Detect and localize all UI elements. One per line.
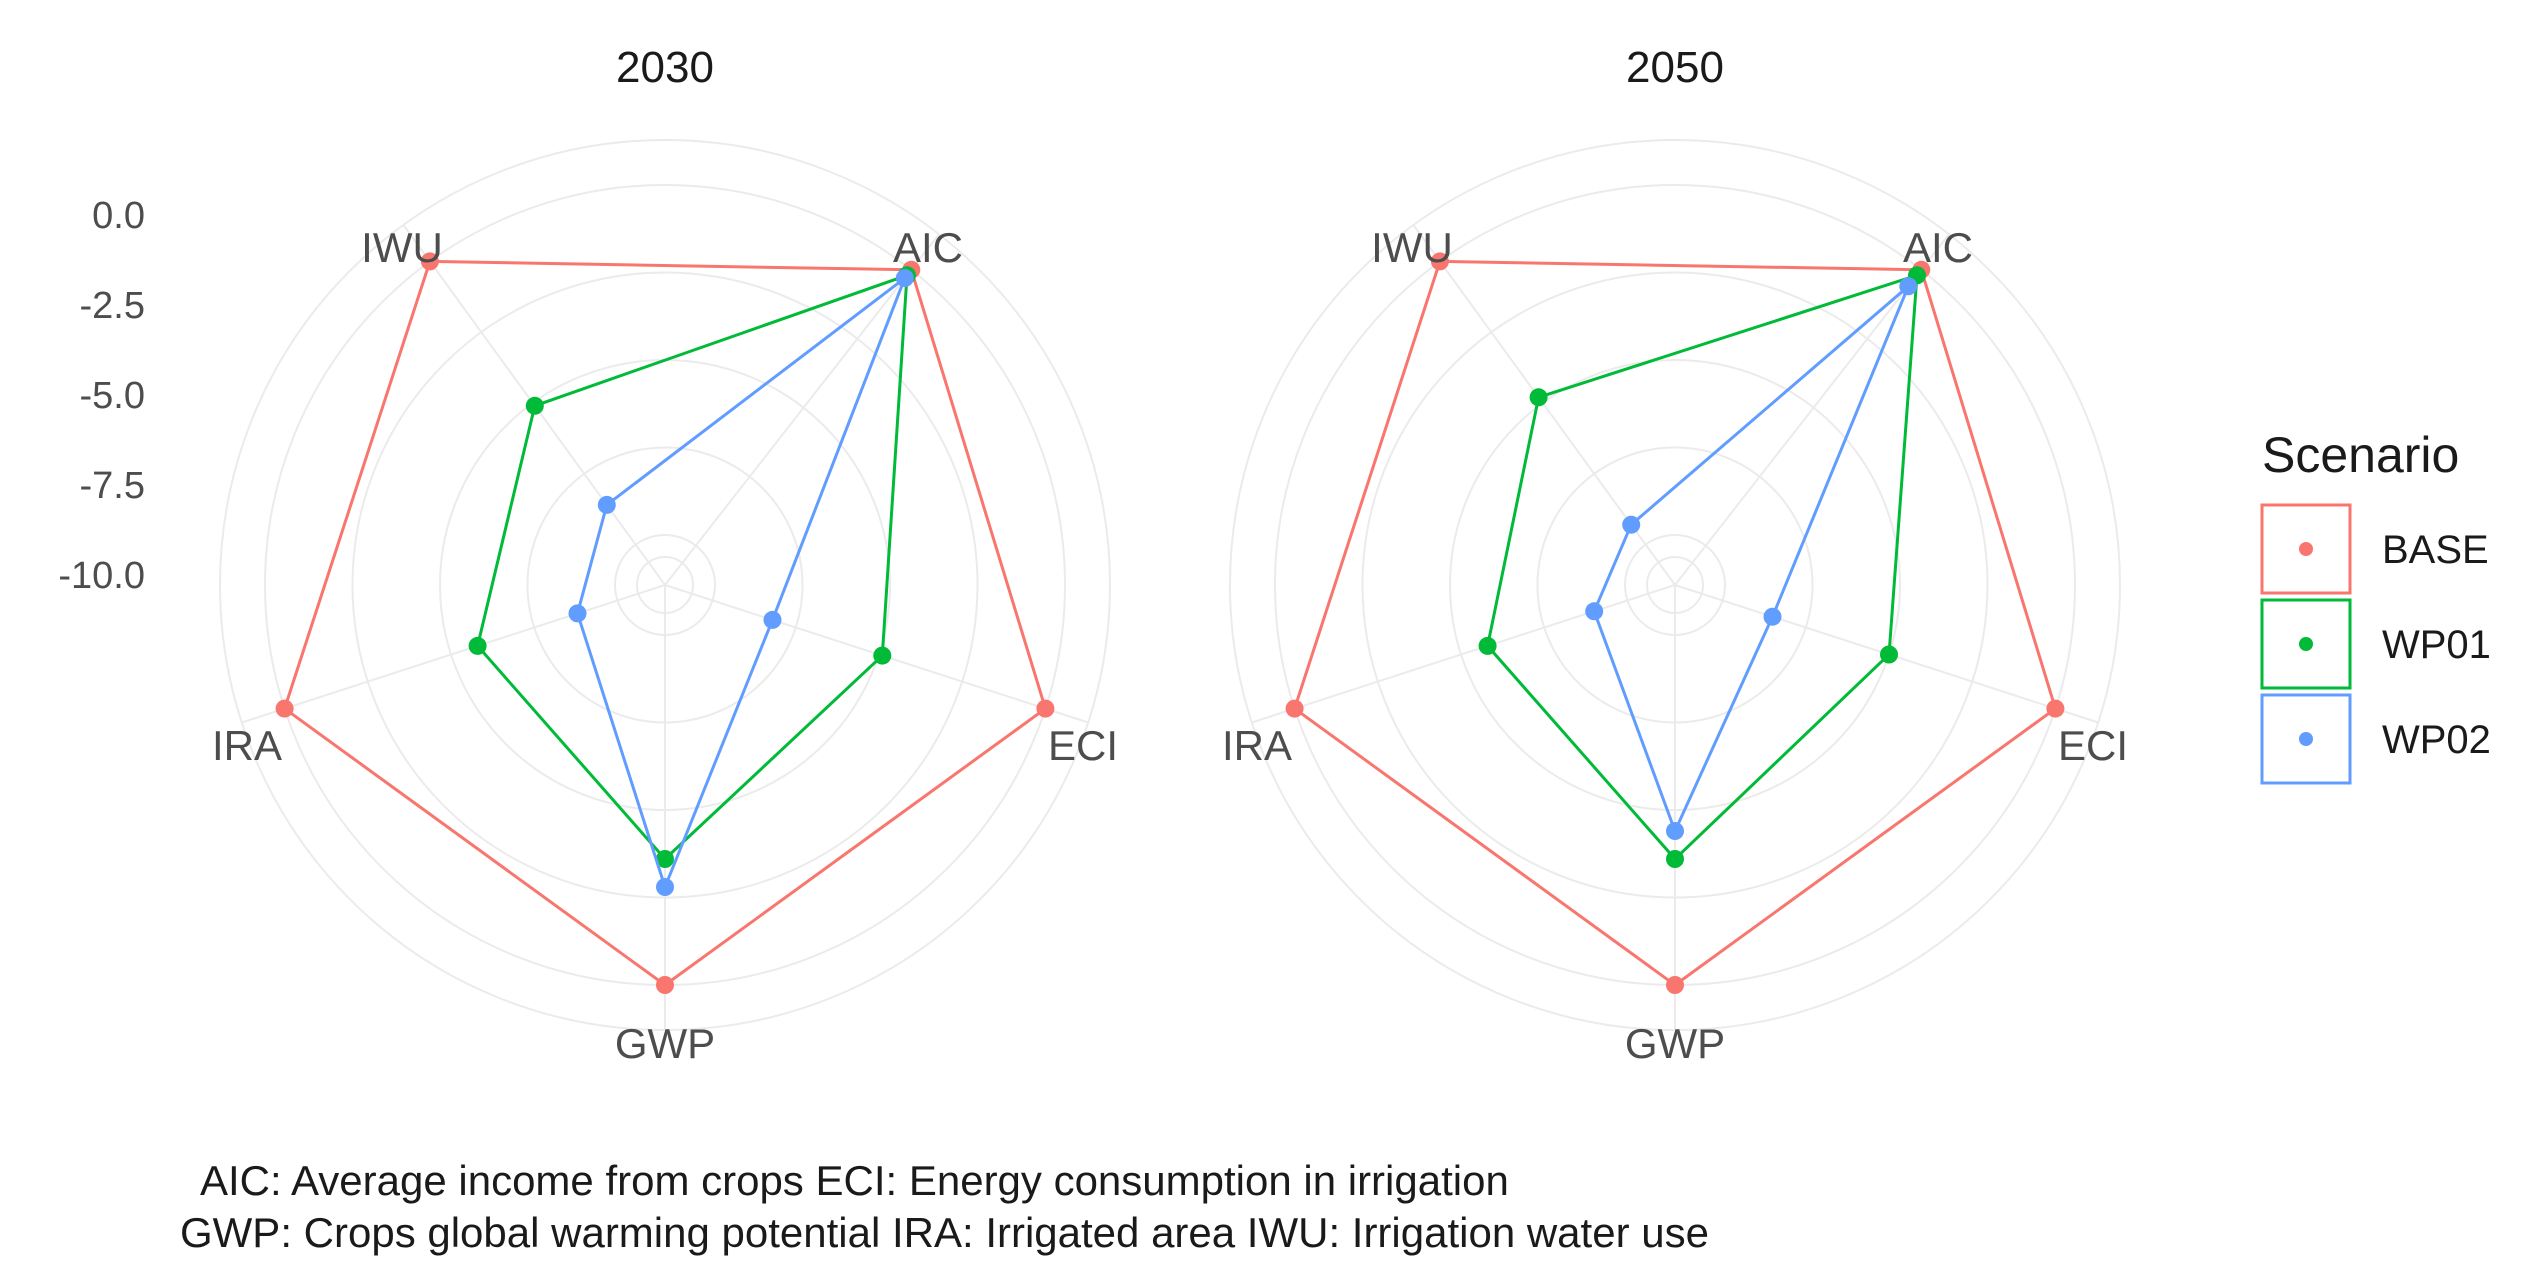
axis-label-ira: IRA — [212, 722, 282, 769]
legend-marker-wp01 — [2299, 637, 2313, 651]
r-tick-label: 0.0 — [92, 195, 145, 237]
caption: AIC: Average income from crops ECI: Ener… — [180, 1157, 1709, 1256]
r-tick-label: -2.5 — [80, 285, 145, 327]
data-point-wp02[interactable] — [1899, 277, 1918, 296]
axis-label-gwp: GWP — [1625, 1020, 1725, 1067]
legend-marker-base — [2299, 542, 2313, 556]
axis-label-iwu: IWU — [361, 224, 443, 271]
grid-spoke — [241, 584, 666, 724]
legend-title: Scenario — [2262, 427, 2459, 483]
data-point-base[interactable] — [1285, 699, 1304, 718]
radar-grid — [1229, 139, 2121, 1031]
legend-item-wp01[interactable]: WP01 — [2260, 598, 2491, 690]
axis-label-eci: ECI — [1048, 722, 1118, 769]
grid-spoke — [1251, 584, 1676, 724]
radar-panel-2050: 2050 AIC ECI GWP IRA IWU — [1222, 43, 2128, 1067]
series-line-base — [1292, 259, 2058, 987]
radar-series — [1285, 252, 2065, 994]
r-tick-label: -5.0 — [80, 375, 145, 417]
series-line-wp02 — [1592, 285, 1910, 835]
series-line-base — [282, 259, 1048, 987]
data-point-wp02[interactable] — [763, 610, 782, 629]
legend-label-base: BASE — [2382, 528, 2489, 572]
data-point-wp02[interactable] — [656, 878, 674, 896]
radar-grid — [219, 139, 1111, 1031]
data-point-base[interactable] — [2046, 699, 2065, 718]
data-point-base[interactable] — [1430, 252, 1449, 271]
data-point-wp01[interactable] — [1529, 388, 1548, 407]
axis-label-iwu: IWU — [1371, 224, 1453, 271]
legend-marker-wp02 — [2299, 732, 2313, 746]
grid-spoke — [664, 233, 940, 586]
radar-panel-2030: 2030 AIC ECI GWP IRA IWU — [212, 43, 1118, 1067]
r-tick-label: -10.0 — [58, 555, 145, 597]
panel-title: 2030 — [616, 43, 714, 92]
axis-labels: AIC ECI GWP IRA IWU — [212, 224, 1118, 1067]
axis-label-ira: IRA — [1222, 722, 1292, 769]
data-point-base[interactable] — [1666, 976, 1684, 994]
radar-series — [275, 252, 1055, 994]
data-point-wp01[interactable] — [468, 636, 487, 655]
legend-label-wp02: WP02 — [2382, 718, 2491, 762]
legend: Scenario BASE WP01 WP02 — [2260, 427, 2491, 785]
data-point-wp01[interactable] — [656, 850, 674, 868]
axis-label-aic: AIC — [1903, 224, 1973, 271]
data-point-wp01[interactable] — [873, 646, 892, 665]
legend-label-wp01: WP01 — [2382, 623, 2491, 667]
axis-label-aic: AIC — [893, 224, 963, 271]
series-line-wp01 — [475, 273, 909, 862]
data-point-wp02[interactable] — [568, 604, 587, 623]
data-point-wp02[interactable] — [895, 269, 914, 288]
axis-label-gwp: GWP — [615, 1020, 715, 1067]
data-point-wp02[interactable] — [1666, 822, 1684, 840]
legend-item-base[interactable]: BASE — [2260, 503, 2489, 595]
series-line-wp01 — [1485, 273, 1919, 862]
legend-item-wp02[interactable]: WP02 — [2260, 693, 2491, 785]
data-point-wp02[interactable] — [1763, 607, 1782, 626]
data-point-base[interactable] — [275, 699, 294, 718]
r-tick-label: -7.5 — [80, 465, 145, 507]
data-point-base[interactable] — [1036, 699, 1055, 718]
panel-title: 2050 — [1626, 43, 1724, 92]
data-point-wp02[interactable] — [597, 495, 616, 514]
data-point-wp01[interactable] — [1666, 850, 1684, 868]
caption-line: GWP: Crops global warming potential IRA:… — [180, 1209, 1709, 1256]
caption-line: AIC: Average income from crops ECI: Ener… — [200, 1157, 1509, 1204]
series-line-wp02 — [575, 273, 909, 892]
axis-label-eci: ECI — [2058, 722, 2128, 769]
data-point-base[interactable] — [420, 252, 439, 271]
data-point-wp01[interactable] — [1478, 636, 1497, 655]
data-point-wp01[interactable] — [1880, 645, 1898, 664]
data-point-wp02[interactable] — [1622, 515, 1641, 534]
data-point-base[interactable] — [656, 976, 674, 994]
axis-labels: AIC ECI GWP IRA IWU — [1222, 224, 2128, 1067]
radial-tick-labels: 0.0 -2.5 -5.0 -7.5 -10.0 — [58, 195, 145, 597]
data-point-wp01[interactable] — [525, 396, 544, 415]
data-point-wp02[interactable] — [1585, 602, 1604, 621]
